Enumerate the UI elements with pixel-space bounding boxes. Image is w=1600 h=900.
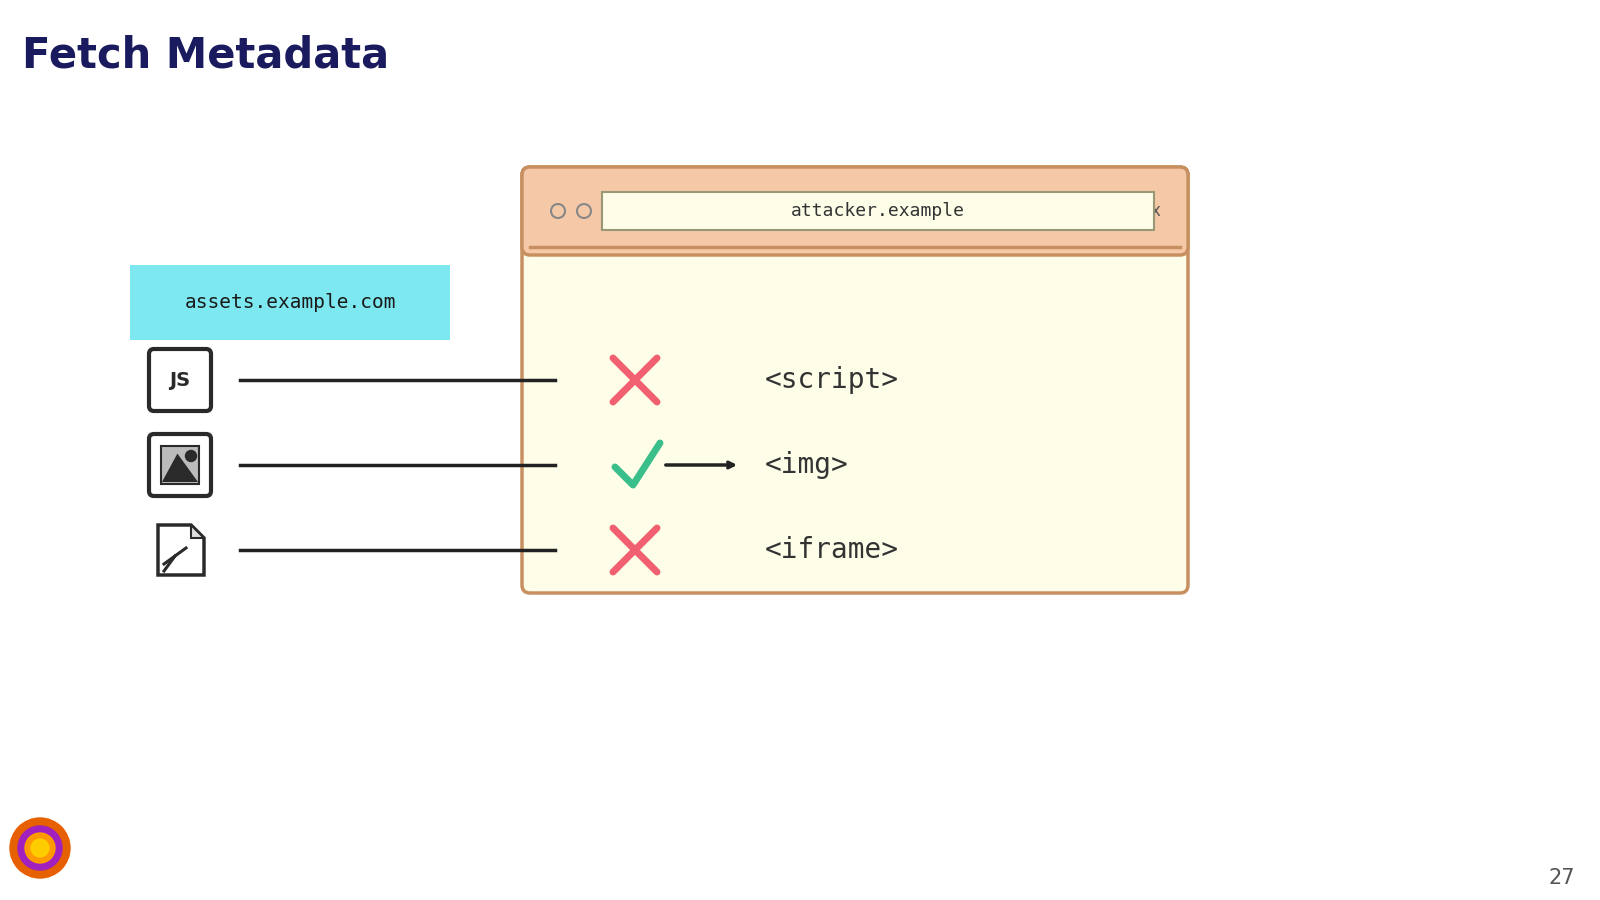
Circle shape <box>186 451 197 462</box>
Circle shape <box>30 839 50 857</box>
Text: attacker.example: attacker.example <box>790 202 965 220</box>
Text: JS: JS <box>170 371 190 390</box>
FancyBboxPatch shape <box>522 167 1187 255</box>
Circle shape <box>26 833 54 863</box>
FancyBboxPatch shape <box>522 167 1187 593</box>
Text: <img>: <img> <box>765 451 848 479</box>
Text: <script>: <script> <box>765 366 899 394</box>
Polygon shape <box>162 454 198 482</box>
FancyBboxPatch shape <box>149 434 211 496</box>
Text: <iframe>: <iframe> <box>765 536 899 564</box>
Text: 27: 27 <box>1549 868 1574 888</box>
Bar <box>538 211 1171 247</box>
Text: Fetch Metadata: Fetch Metadata <box>22 35 389 77</box>
FancyBboxPatch shape <box>149 349 211 411</box>
FancyBboxPatch shape <box>602 192 1154 230</box>
Polygon shape <box>190 525 205 538</box>
Polygon shape <box>158 525 205 575</box>
Circle shape <box>18 826 62 870</box>
Text: x: x <box>1150 202 1160 220</box>
Circle shape <box>10 818 70 878</box>
Bar <box>162 446 198 484</box>
FancyBboxPatch shape <box>130 265 450 340</box>
Text: assets.example.com: assets.example.com <box>184 293 395 312</box>
